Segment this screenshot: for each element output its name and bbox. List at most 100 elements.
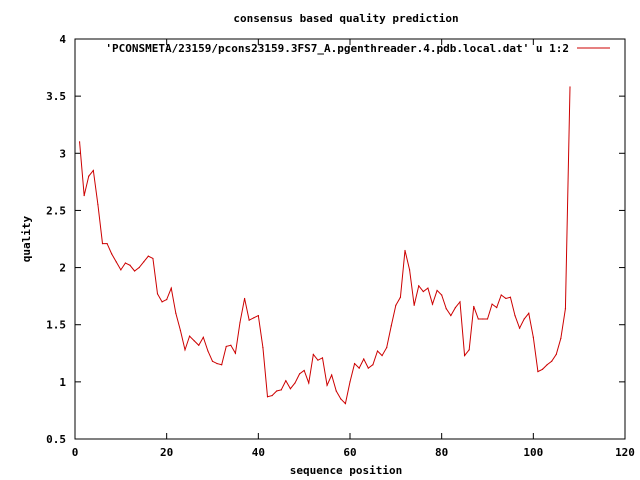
- data-point: [450, 314, 452, 317]
- x-tick-label: 0: [72, 446, 79, 459]
- data-point: [298, 373, 301, 375]
- data-point: [175, 312, 177, 314]
- data-point: [78, 141, 81, 143]
- data-point: [473, 305, 475, 308]
- data-point: [564, 308, 567, 310]
- x-tick-label: 100: [523, 446, 543, 459]
- data-point: [138, 266, 140, 269]
- data-point: [198, 344, 200, 346]
- data-point: [280, 389, 282, 391]
- legend-label: 'PCONSMETA/23159/pcons23159.3FS7_A.pgent…: [105, 42, 569, 55]
- x-tick-label: 40: [252, 446, 265, 459]
- data-point: [363, 358, 365, 360]
- data-point: [207, 350, 209, 352]
- data-point: [188, 335, 191, 337]
- data-point: [555, 353, 557, 356]
- data-point: [335, 390, 337, 392]
- chart-title: consensus based quality prediction: [233, 12, 458, 25]
- data-point: [358, 367, 360, 369]
- y-tick-label: 4: [59, 33, 66, 46]
- x-tick-label: 60: [343, 446, 356, 459]
- data-point: [312, 353, 314, 356]
- data-point: [179, 329, 182, 332]
- data-point: [202, 336, 204, 338]
- data-point: [143, 261, 145, 263]
- data-point: [289, 388, 292, 390]
- data-point: [266, 396, 269, 398]
- data-point: [344, 402, 347, 405]
- y-tick-label: 3.5: [46, 90, 66, 103]
- data-point: [390, 325, 392, 327]
- data-point: [463, 354, 466, 357]
- data-point: [170, 287, 172, 289]
- data-point: [276, 390, 278, 392]
- data-point: [184, 349, 186, 351]
- x-axis-label: sequence position: [290, 464, 403, 477]
- data-point: [541, 368, 544, 370]
- series-line: [79, 86, 571, 405]
- data-point: [431, 303, 434, 305]
- x-tick-label: 80: [435, 446, 448, 459]
- data-point: [161, 301, 163, 303]
- data-point: [225, 345, 227, 348]
- data-point: [193, 340, 195, 342]
- data-point: [230, 344, 232, 346]
- data-point: [422, 290, 424, 293]
- data-point: [395, 304, 397, 306]
- data-point: [496, 306, 498, 309]
- data-point: [569, 86, 571, 88]
- data-point: [505, 297, 507, 300]
- data-point: [308, 382, 310, 384]
- data-point: [546, 364, 548, 366]
- y-tick-label: 1: [59, 376, 66, 389]
- data-point: [381, 354, 383, 357]
- data-point: [427, 287, 429, 289]
- data-point: [551, 360, 553, 362]
- data-point: [97, 204, 99, 206]
- data-point: [88, 175, 90, 177]
- y-tick-label: 2: [59, 262, 66, 275]
- series-points: [78, 86, 571, 405]
- data-point: [349, 381, 351, 383]
- data-point: [509, 296, 512, 298]
- data-point: [445, 308, 447, 310]
- data-point: [285, 380, 287, 382]
- data-point: [468, 349, 470, 351]
- data-point: [262, 346, 264, 349]
- data-point: [152, 257, 154, 260]
- data-point: [211, 360, 214, 362]
- data-point: [372, 364, 374, 366]
- data-point: [317, 359, 319, 361]
- legend: 'PCONSMETA/23159/pcons23159.3FS7_A.pgent…: [105, 42, 610, 55]
- data-point: [386, 346, 388, 349]
- data-point: [418, 285, 420, 287]
- data-point: [221, 364, 223, 366]
- data-point: [514, 314, 516, 317]
- data-point: [120, 269, 122, 271]
- data-point: [243, 297, 246, 300]
- data-point: [129, 264, 131, 266]
- data-point: [216, 362, 218, 365]
- data-point: [413, 304, 415, 306]
- data-point: [340, 398, 342, 400]
- data-point: [253, 317, 255, 319]
- data-point: [367, 367, 369, 369]
- data-point: [441, 294, 443, 296]
- x-tick-label: 120: [615, 446, 635, 459]
- data-point: [326, 384, 328, 386]
- data-point: [124, 262, 127, 264]
- data-point: [477, 318, 479, 320]
- data-point: [528, 312, 530, 314]
- data-point: [454, 306, 457, 309]
- data-point: [486, 318, 489, 320]
- x-ticks: 0 20 40 60 80 100 120: [72, 39, 635, 459]
- data-point: [331, 374, 333, 376]
- y-tick-label: 1.5: [46, 319, 66, 332]
- y-axis-label: quality: [20, 215, 33, 262]
- data-point: [532, 336, 534, 338]
- data-point: [248, 319, 250, 321]
- x-tick-label: 20: [160, 446, 173, 459]
- data-point: [518, 327, 521, 329]
- data-point: [83, 194, 85, 197]
